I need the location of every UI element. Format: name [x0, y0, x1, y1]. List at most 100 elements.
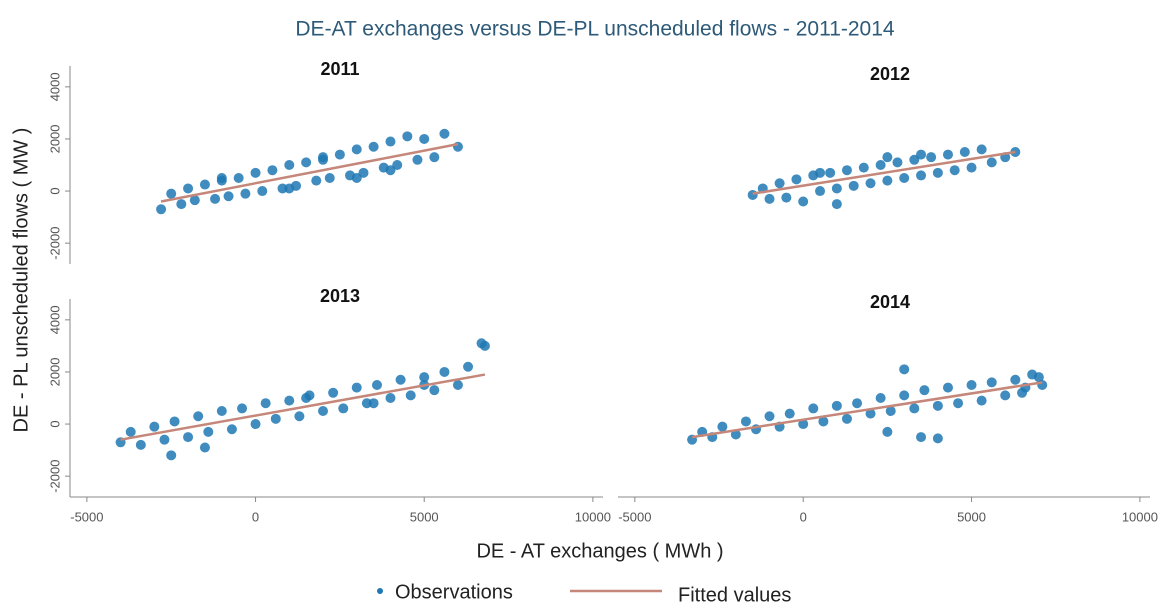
- observation: [233, 173, 244, 184]
- observation: [429, 385, 440, 396]
- observation: [183, 432, 194, 443]
- observation: [311, 175, 322, 186]
- observation: [267, 165, 278, 176]
- observation: [476, 338, 487, 349]
- x-tick-label: -5000: [618, 509, 651, 524]
- observation: [395, 374, 406, 385]
- observation: [882, 426, 893, 437]
- observation: [1037, 379, 1048, 390]
- x-axis-label: DE - AT exchanges ( MWh ): [476, 540, 723, 562]
- observation: [260, 398, 271, 409]
- observation: [831, 400, 842, 411]
- observation: [358, 167, 369, 178]
- observation: [203, 426, 214, 437]
- observation: [1010, 374, 1021, 385]
- observation: [385, 165, 396, 176]
- observation: [351, 144, 362, 155]
- observation: [875, 393, 886, 403]
- panel-title: 2013: [320, 286, 360, 306]
- observation: [135, 439, 146, 450]
- observation: [419, 133, 430, 144]
- observation: [125, 426, 136, 437]
- observation: [986, 377, 997, 388]
- observation: [841, 413, 852, 424]
- fitted-line: [752, 150, 1016, 195]
- observation: [439, 128, 450, 139]
- observation: [953, 398, 964, 409]
- x-tick-label: 10000: [575, 509, 611, 524]
- observation: [166, 188, 177, 199]
- observation: [301, 393, 312, 403]
- panel-title: 2014: [870, 292, 910, 312]
- observation: [916, 149, 927, 160]
- y-tick-label: 2000: [47, 357, 62, 386]
- observation: [368, 398, 379, 409]
- observation: [942, 149, 953, 160]
- observation: [429, 152, 440, 163]
- observation: [784, 408, 795, 419]
- observation: [210, 193, 221, 204]
- observation: [250, 419, 261, 430]
- observation: [815, 186, 826, 197]
- observation: [747, 189, 758, 200]
- observation: [966, 162, 977, 173]
- observation: [294, 411, 305, 422]
- observation: [223, 191, 234, 202]
- observation: [156, 204, 167, 215]
- observation: [858, 162, 869, 173]
- x-tick-label: 5000: [957, 509, 986, 524]
- observation: [764, 411, 775, 422]
- observation: [371, 379, 382, 390]
- observation: [885, 406, 896, 417]
- observation: [899, 364, 910, 375]
- observation: [815, 167, 826, 178]
- observation: [284, 395, 295, 406]
- observation: [740, 416, 751, 427]
- observation: [818, 416, 829, 427]
- x-tick-label: 10000: [1122, 509, 1158, 524]
- observation: [199, 179, 210, 190]
- observation: [916, 432, 927, 443]
- observation: [966, 379, 977, 390]
- legend-marker: [377, 588, 383, 594]
- observation: [882, 175, 893, 186]
- observation: [368, 141, 379, 152]
- observation: [875, 160, 886, 170]
- observation: [730, 429, 741, 440]
- observation: [1000, 390, 1011, 401]
- y-tick-label: -2000: [47, 227, 62, 260]
- observation: [216, 173, 227, 184]
- panel-title: 2011: [320, 59, 359, 79]
- observation: [764, 193, 775, 204]
- observation: [402, 131, 413, 142]
- observation: [865, 408, 876, 419]
- observation: [318, 154, 329, 165]
- observation: [825, 167, 836, 178]
- y-tick-label: 4000: [47, 72, 62, 101]
- observation: [284, 160, 295, 170]
- observation: [892, 157, 903, 168]
- observation: [831, 183, 842, 194]
- observation: [385, 136, 396, 147]
- observation: [899, 390, 910, 401]
- observation: [183, 183, 194, 194]
- observation: [334, 149, 345, 160]
- observation: [240, 188, 251, 199]
- observation: [237, 403, 248, 414]
- observation: [942, 382, 953, 393]
- x-tick-label: -5000: [70, 509, 103, 524]
- observation: [932, 400, 943, 411]
- observation: [412, 154, 423, 165]
- observation: [166, 450, 177, 461]
- observation: [1027, 369, 1038, 380]
- observation: [301, 157, 312, 168]
- observation: [1017, 387, 1028, 398]
- observation: [216, 406, 227, 417]
- observation: [318, 406, 329, 417]
- y-tick-label: 0: [47, 420, 62, 427]
- observation: [405, 390, 416, 401]
- panel-title: 2012: [870, 64, 910, 84]
- observation: [284, 183, 295, 194]
- observation: [841, 165, 852, 176]
- observation: [848, 180, 859, 191]
